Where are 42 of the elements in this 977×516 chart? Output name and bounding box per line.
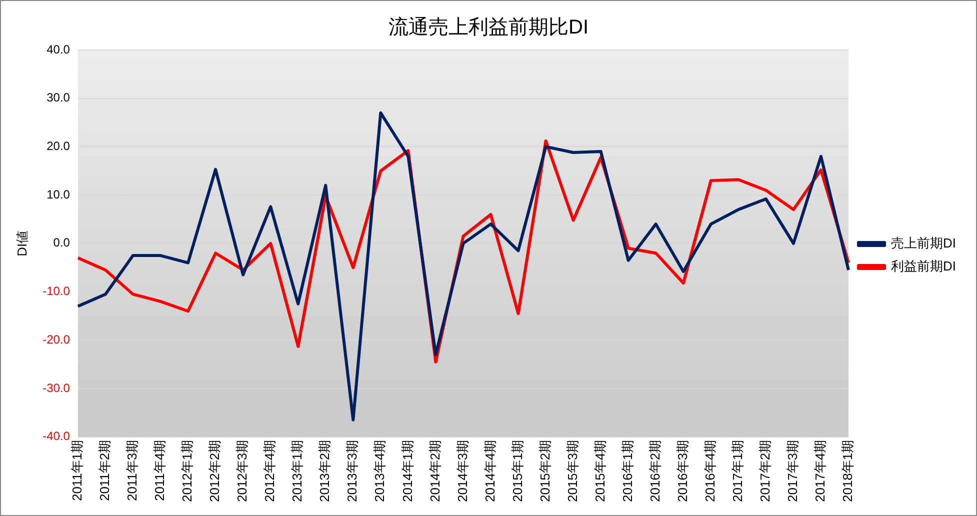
legend-label: 利益前期DI — [891, 258, 956, 274]
y-tick-label: 0.0 — [53, 236, 70, 250]
legend-label: 売上前期DI — [891, 236, 956, 251]
x-tick-label: 2017年1期 — [730, 440, 745, 502]
x-tick-label: 2016年2期 — [647, 440, 662, 502]
y-tick-label: -10.0 — [42, 284, 70, 298]
y-tick-label: 10.0 — [46, 187, 70, 202]
x-tick-label: 2014年1期 — [400, 440, 415, 502]
y-tick-label: -30.0 — [42, 380, 70, 395]
x-tick-label: 2014年3期 — [454, 440, 470, 502]
x-tick-label: 2013年1期 — [290, 440, 305, 502]
x-tick-label: 2011年2期 — [97, 440, 112, 502]
x-tick-label: 2015年3期 — [564, 440, 580, 502]
x-tick-label: 2016年1期 — [620, 440, 635, 502]
x-tick-label: 2017年3期 — [785, 440, 800, 502]
y-tick-label: 30.0 — [46, 90, 70, 105]
x-tick-label: 2015年1期 — [510, 440, 525, 502]
x-tick-label: 2011年1期 — [70, 440, 85, 502]
x-tick-label: 2014年4期 — [482, 440, 498, 502]
x-tick-label: 2015年4期 — [592, 440, 608, 502]
x-tick-label: 2016年4期 — [702, 440, 718, 502]
x-tick-label: 2017年2期 — [758, 440, 773, 502]
y-axis-title: DI値 — [14, 230, 30, 256]
chart-title: 流通売上利益前期比DI — [388, 16, 588, 39]
x-tick-label: 2013年4期 — [372, 440, 388, 502]
y-tick-label: 40.0 — [46, 42, 70, 56]
x-tick-label: 2012年3期 — [234, 440, 250, 502]
y-tick-label: -40.0 — [42, 429, 70, 444]
x-tick-label: 2013年3期 — [344, 440, 360, 502]
x-tick-label: 2012年2期 — [207, 440, 222, 502]
x-tick-label: 2016年3期 — [674, 440, 690, 502]
x-tick-label: 2017年4期 — [812, 440, 828, 502]
x-tick-label: 2015年2期 — [537, 440, 552, 502]
y-tick-label: 20.0 — [46, 139, 70, 154]
x-tick-label: 2013年2期 — [317, 440, 332, 502]
x-tick-label: 2012年4期 — [262, 440, 278, 502]
x-tick-label: 2018年1期 — [840, 440, 856, 502]
x-tick-label: 2011年4期 — [152, 440, 168, 502]
x-tick-label: 2011年3期 — [124, 440, 140, 502]
x-tick-label: 2012年1期 — [180, 440, 195, 502]
y-tick-label: -20.0 — [42, 332, 70, 346]
x-tick-label: 2014年2期 — [427, 440, 442, 502]
